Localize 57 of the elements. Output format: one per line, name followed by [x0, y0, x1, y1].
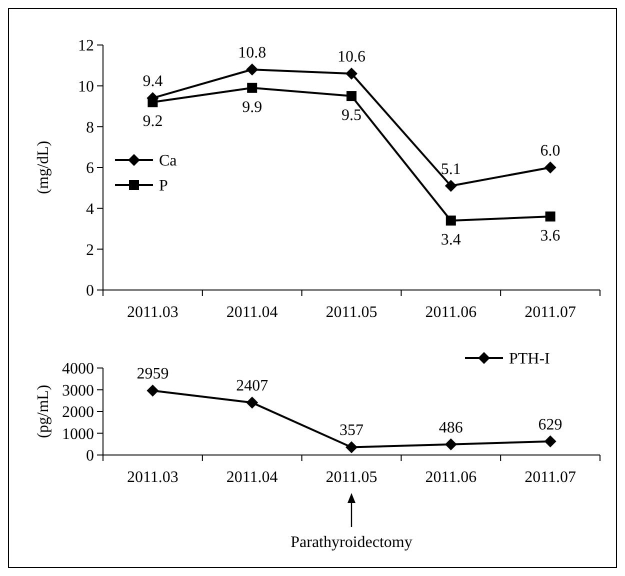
y-tick-label: 0	[86, 282, 94, 300]
y-tick-label: 2000	[62, 404, 94, 422]
data-label: 9.5	[342, 107, 362, 124]
y-tick-label: 0	[86, 448, 94, 465]
y-tick-label: 4	[86, 200, 94, 218]
point	[346, 441, 358, 454]
data-label: 3.6	[540, 228, 560, 244]
point	[544, 162, 556, 174]
data-label: 9.4	[142, 73, 163, 90]
text: Parathyroidectomy	[290, 534, 412, 551]
y-tick-label: 12	[78, 38, 94, 55]
y-tick-label: 2	[86, 242, 94, 259]
y-tick-label: 6	[86, 160, 94, 178]
legend-label: P	[159, 178, 168, 195]
y-tick-label: 10	[78, 78, 94, 96]
data-label: 9.9	[242, 98, 262, 116]
point	[544, 435, 556, 448]
x-tick-label: 2011.07	[524, 469, 576, 486]
x-tick-label: 2011.03	[126, 469, 178, 486]
point	[444, 438, 457, 450]
data-label: 10.8	[238, 44, 266, 62]
data-label: 629	[538, 416, 562, 434]
point	[246, 64, 258, 76]
y-axis-title: (pg/mL)	[35, 384, 52, 438]
data-label: 5.1	[440, 160, 461, 178]
data-label: 3.4	[440, 232, 461, 249]
data-label: 357	[340, 422, 364, 440]
x-tick-label: 2011.03	[126, 304, 178, 321]
y-axis-title: (mg/dL)	[35, 140, 52, 194]
x-tick-label: 2011.06	[425, 304, 477, 321]
x-tick-label: 2011.06	[425, 469, 477, 486]
point	[146, 384, 159, 397]
data-label: 9.2	[142, 113, 163, 130]
x-tick-label: 2011.04	[226, 469, 278, 486]
data-label: 10.6	[338, 48, 366, 66]
data-label: 2959	[136, 366, 169, 383]
point	[148, 97, 158, 108]
point	[346, 68, 358, 80]
y-tick-label: 8	[86, 119, 94, 136]
x-tick-label: 2011.07	[524, 304, 576, 321]
data-label: 486	[438, 419, 463, 436]
y-tick-label: 3000	[62, 382, 94, 400]
point	[346, 91, 356, 102]
y-tick-label: 1000	[62, 426, 94, 443]
point	[246, 396, 258, 409]
point	[545, 212, 556, 222]
data-label: 2407	[236, 378, 268, 395]
legend-label: PTH-I	[509, 350, 550, 368]
x-tick-label: 2011.05	[326, 469, 378, 486]
y-tick-label: 4000	[62, 360, 94, 378]
x-tick-label: 2011.04	[226, 304, 278, 321]
x-tick-label: 2011.05	[326, 304, 378, 321]
data-label: 6.0	[540, 142, 560, 160]
legend-label: Ca	[159, 152, 177, 170]
point	[444, 180, 457, 192]
point	[446, 216, 456, 226]
point	[247, 82, 258, 93]
